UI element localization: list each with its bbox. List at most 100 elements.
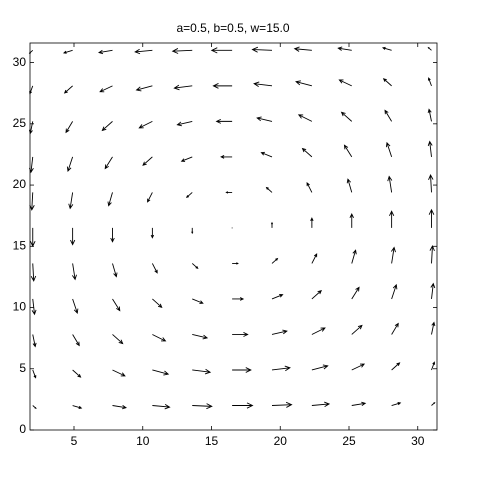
arrow	[391, 402, 402, 406]
arrow	[99, 85, 113, 93]
arrow	[391, 362, 401, 371]
arrow	[431, 321, 436, 335]
arrow	[66, 156, 74, 172]
arrow	[112, 298, 121, 312]
arrow	[110, 227, 115, 243]
arrow	[220, 155, 233, 159]
arrow	[72, 334, 80, 347]
arrow	[98, 49, 113, 55]
arrow	[271, 365, 291, 372]
arrow	[351, 401, 367, 407]
arrow	[150, 227, 155, 239]
arrow	[295, 80, 312, 87]
arrow	[428, 208, 435, 228]
y-tick-label: 30	[13, 55, 27, 69]
arrow	[72, 369, 82, 378]
arrow	[152, 369, 170, 376]
arrow	[306, 182, 313, 193]
arrow	[271, 401, 293, 408]
arrow	[427, 108, 432, 122]
arrow	[301, 147, 313, 158]
x-tick-label: 20	[274, 434, 288, 448]
arrow	[232, 402, 254, 409]
y-tick-label: 15	[13, 238, 27, 252]
arrow	[297, 114, 313, 122]
arrow	[112, 263, 118, 278]
arrow	[232, 367, 252, 373]
arrow	[265, 186, 273, 193]
x-tick-label: 30	[411, 434, 425, 448]
arrow	[65, 121, 74, 134]
arrow	[210, 47, 233, 54]
arrow	[270, 221, 274, 228]
arrow	[151, 263, 158, 274]
arrow	[29, 192, 35, 211]
arrow	[389, 210, 395, 228]
arrow	[338, 79, 352, 87]
arrow	[176, 120, 193, 127]
arrow	[173, 84, 193, 91]
x-tick-label: 5	[71, 434, 78, 448]
arrow	[147, 192, 153, 203]
arrow	[32, 369, 37, 379]
arrow	[215, 118, 233, 124]
y-tick-label: 25	[13, 116, 27, 130]
arrow	[293, 46, 312, 52]
arrow	[152, 298, 163, 308]
arrow	[337, 46, 352, 51]
x-tick-label: 10	[136, 434, 150, 448]
arrow	[30, 263, 37, 282]
plot-frame	[29, 42, 438, 431]
arrow	[142, 156, 153, 166]
arrow	[343, 144, 353, 158]
arrow	[192, 334, 209, 340]
chart-title: a=0.5, b=0.5, w=15.0	[176, 21, 289, 35]
arrow	[351, 249, 357, 264]
arrow	[62, 49, 73, 54]
arrow	[152, 334, 167, 342]
arrow	[28, 50, 34, 54]
arrow	[31, 298, 37, 316]
arrow	[271, 257, 279, 264]
arrow	[68, 192, 74, 210]
arrow	[427, 46, 432, 51]
arrow	[72, 405, 83, 409]
arrow	[138, 120, 153, 129]
arrow	[311, 401, 331, 407]
arrow	[431, 361, 436, 371]
arrow	[63, 85, 73, 94]
arrow	[311, 327, 326, 335]
arrow	[390, 246, 396, 264]
arrow	[232, 297, 245, 301]
arrow	[256, 116, 273, 122]
arrow	[71, 263, 77, 281]
arrow	[349, 213, 354, 228]
arrow	[351, 363, 366, 371]
y-tick-label: 5	[19, 361, 26, 375]
arrow	[185, 192, 193, 198]
arrow	[112, 369, 126, 377]
arrow	[191, 227, 194, 235]
arrow	[310, 217, 314, 228]
arrow	[104, 156, 113, 170]
arrow	[260, 151, 273, 158]
arrow	[192, 298, 204, 304]
arrow	[32, 334, 37, 348]
y-tick-label: 0	[19, 422, 26, 436]
arrow	[428, 173, 434, 193]
arrow	[134, 48, 153, 55]
arrow	[271, 329, 288, 335]
arrow	[253, 81, 273, 87]
arrow	[152, 404, 171, 410]
arrow	[107, 192, 113, 207]
arrow	[192, 368, 212, 375]
arrow	[112, 404, 127, 410]
arrow	[346, 178, 353, 193]
y-tick-label: 20	[13, 177, 27, 191]
arrow	[391, 283, 398, 300]
arrow	[29, 227, 36, 248]
x-tick-label: 15	[205, 434, 219, 448]
arrow	[72, 298, 79, 315]
arrow	[311, 364, 329, 371]
